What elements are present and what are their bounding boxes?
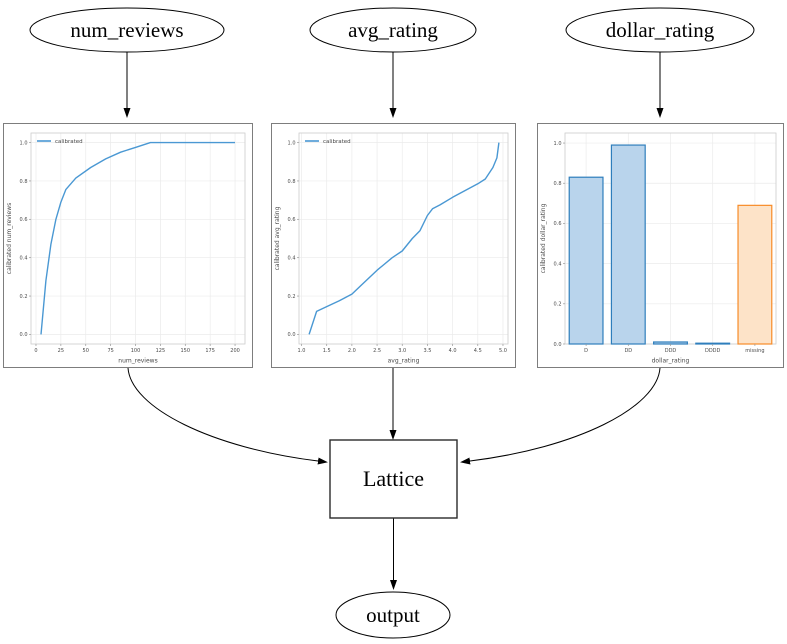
y-tick-label: 0.8 bbox=[288, 179, 296, 185]
avg-rating-ellipse bbox=[309, 7, 477, 53]
y-tick-label: 0.0 bbox=[288, 332, 296, 338]
dollar-rating-label: dollar_rating bbox=[606, 18, 715, 42]
y-tick-label: 0.2 bbox=[554, 302, 562, 308]
x-tick-label: 175 bbox=[205, 348, 215, 354]
lattice-box bbox=[329, 439, 458, 519]
x-tick-label: D bbox=[584, 348, 588, 354]
y-tick-label: 1.0 bbox=[554, 141, 562, 147]
x-tick-label: 1.5 bbox=[323, 348, 331, 354]
y-tick-label: 0.4 bbox=[554, 261, 562, 267]
x-tick-label: 1.0 bbox=[298, 348, 306, 354]
bar-series bbox=[568, 144, 773, 345]
x-tick-label: 50 bbox=[83, 348, 89, 354]
node-dollar-rating: dollar_rating bbox=[565, 7, 755, 53]
x-tick-label: 5.0 bbox=[499, 348, 507, 354]
calibrator-plot-dollar-rating: D DD DDD DDDD missing 0.0 0.2 0.4 0.6 0.8 1.0 dolla… bbox=[537, 123, 784, 368]
gridlines bbox=[299, 133, 508, 344]
bar-DDD bbox=[653, 341, 688, 345]
node-lattice: Lattice bbox=[329, 439, 458, 519]
x-tick-label: 75 bbox=[107, 348, 113, 354]
edge-plot1-to-lattice bbox=[127, 367, 328, 465]
plot-spines bbox=[298, 132, 509, 345]
edges bbox=[123, 52, 664, 590]
bar-missing bbox=[737, 204, 773, 345]
y-axis-label: calibrated dollar_rating bbox=[540, 203, 547, 273]
bar-DDDD bbox=[695, 342, 731, 345]
calibration-line bbox=[308, 142, 500, 335]
ticks: 1.0 1.5 2.0 2.5 3.0 3.5 4.0 4.5 5.0 0.0 0.2 0.4 0.6 0… bbox=[288, 140, 507, 354]
chart-root: 0 25 50 75 100 125 150 175 200 0.0 0.2 0.4 0.6 0.8 1.0… bbox=[6, 132, 246, 365]
calibrator-plot-avg-rating: 1.0 1.5 2.0 2.5 3.0 3.5 4.0 4.5 5.0 0.0 0.2 0.4 0.6 0… bbox=[271, 123, 516, 368]
x-tick-label: 2.0 bbox=[348, 348, 356, 354]
x-tick-label: 3.5 bbox=[423, 348, 431, 354]
lattice-label: Lattice bbox=[363, 466, 424, 491]
legend: calibrated bbox=[37, 139, 83, 145]
x-axis-label: num_reviews bbox=[118, 358, 157, 365]
y-tick-label: 0.2 bbox=[20, 294, 28, 300]
edge-plot3-to-lattice bbox=[460, 367, 661, 465]
y-tick-label: 0.6 bbox=[20, 217, 28, 223]
chart-dollar-rating: D DD DDD DDDD missing0.00.20.40.60.81.0dolla… bbox=[540, 132, 777, 365]
x-tick-label: DD bbox=[624, 348, 632, 354]
chart-root: D DD DDD DDDD missing0.00.20.40.60.81.0dolla… bbox=[540, 132, 777, 365]
x-tick-label: 200 bbox=[230, 348, 240, 354]
y-tick-label: 1.0 bbox=[20, 140, 28, 146]
x-tick-label: DDD bbox=[665, 348, 677, 354]
x-tick-label: 25 bbox=[58, 348, 64, 354]
dollar-rating-ellipse bbox=[565, 7, 755, 53]
legend-label: calibrated bbox=[323, 139, 351, 145]
y-tick-label: 0.6 bbox=[554, 221, 562, 227]
chart-num-reviews: 0 25 50 75 100 125 150 175 200 0.0 0.2 0.4 0.6 0.8 1.0… bbox=[6, 132, 246, 365]
output-ellipse bbox=[335, 591, 451, 639]
x-tick-label: 100 bbox=[131, 348, 141, 354]
y-axis-label: calibrated num_reviews bbox=[6, 203, 13, 274]
x-tick-label: 4.5 bbox=[474, 348, 482, 354]
x-tick-label: missing bbox=[745, 348, 764, 354]
x-axis-label: dollar_rating bbox=[652, 358, 690, 365]
x-tick-label: 0 bbox=[34, 348, 37, 354]
node-avg-rating: avg_rating bbox=[309, 7, 477, 53]
x-tick-label: 3.0 bbox=[398, 348, 406, 354]
y-tick-label: 0.8 bbox=[20, 179, 28, 185]
x-tick-label: 2.5 bbox=[373, 348, 381, 354]
y-tick-label: 0.2 bbox=[288, 294, 296, 300]
y-tick-label: 0.4 bbox=[288, 255, 296, 261]
chart-avg-rating: 1.0 1.5 2.0 2.5 3.0 3.5 4.0 4.5 5.0 0.0 0.2 0.4 0.6 0… bbox=[274, 132, 509, 365]
y-tick-label: 0.8 bbox=[554, 181, 562, 187]
node-output: output bbox=[335, 591, 451, 639]
node-num-reviews: num_reviews bbox=[29, 7, 225, 53]
calibration-line bbox=[40, 141, 235, 335]
avg-rating-label: avg_rating bbox=[348, 18, 438, 42]
num-reviews-ellipse bbox=[29, 7, 225, 53]
x-axis-label: avg_rating bbox=[388, 358, 420, 365]
bar-DD bbox=[610, 144, 646, 345]
x-tick-label: 150 bbox=[181, 348, 191, 354]
y-tick-label: 0.0 bbox=[554, 342, 562, 348]
y-tick-label: 0.0 bbox=[20, 332, 28, 338]
legend: calibrated bbox=[305, 139, 351, 145]
x-tick-label: 4.0 bbox=[449, 348, 457, 354]
y-tick-label: 0.6 bbox=[288, 217, 296, 223]
y-axis-label: calibrated avg_rating bbox=[274, 206, 281, 270]
plot-spines bbox=[30, 132, 246, 345]
x-tick-label: DDDD bbox=[705, 348, 721, 354]
num-reviews-label: num_reviews bbox=[70, 18, 183, 42]
calibrator-plot-num-reviews: 0 25 50 75 100 125 150 175 200 0.0 0.2 0.4 0.6 0.8 1.0… bbox=[3, 123, 253, 368]
y-tick-label: 0.4 bbox=[20, 255, 28, 261]
output-label: output bbox=[366, 603, 420, 627]
x-tick-label: 125 bbox=[156, 348, 166, 354]
chart-root: 1.0 1.5 2.0 2.5 3.0 3.5 4.0 4.5 5.0 0.0 0.2 0.4 0.6 0… bbox=[274, 132, 509, 365]
bar-D bbox=[568, 176, 604, 345]
ticks: 0 25 50 75 100 125 150 175 200 0.0 0.2 0.4 0.6 0.8 1.0 bbox=[20, 140, 240, 354]
legend-label: calibrated bbox=[55, 139, 83, 145]
gridlines bbox=[31, 133, 245, 344]
y-tick-label: 1.0 bbox=[288, 140, 296, 146]
